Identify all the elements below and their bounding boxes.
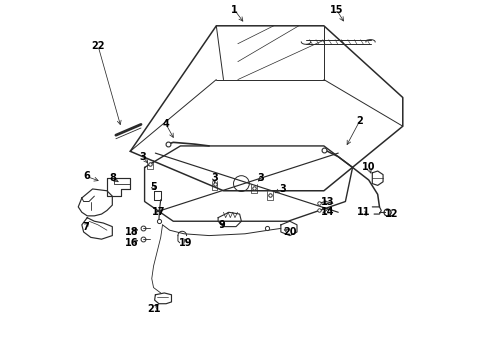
- Text: 12: 12: [385, 209, 399, 219]
- Text: 3: 3: [279, 184, 286, 194]
- Text: 21: 21: [147, 304, 160, 314]
- Text: 20: 20: [283, 227, 296, 237]
- Text: 4: 4: [163, 120, 170, 129]
- Text: 11: 11: [357, 207, 370, 217]
- Text: 14: 14: [321, 207, 334, 217]
- Text: 1: 1: [231, 5, 238, 15]
- Text: 8: 8: [109, 173, 116, 183]
- Text: 3: 3: [140, 152, 146, 162]
- Text: 3: 3: [258, 173, 265, 183]
- Text: 17: 17: [152, 207, 166, 217]
- Text: 13: 13: [321, 197, 334, 207]
- Text: 6: 6: [83, 171, 90, 181]
- Text: 18: 18: [125, 227, 139, 237]
- Text: 5: 5: [150, 182, 157, 192]
- Text: 7: 7: [82, 222, 89, 231]
- Text: 3: 3: [211, 173, 218, 183]
- Text: 2: 2: [356, 116, 363, 126]
- Text: 19: 19: [179, 238, 193, 248]
- Text: 10: 10: [362, 162, 375, 172]
- Text: 15: 15: [330, 5, 343, 15]
- Text: 16: 16: [125, 238, 139, 248]
- Text: 9: 9: [219, 220, 225, 230]
- Text: 22: 22: [91, 41, 105, 50]
